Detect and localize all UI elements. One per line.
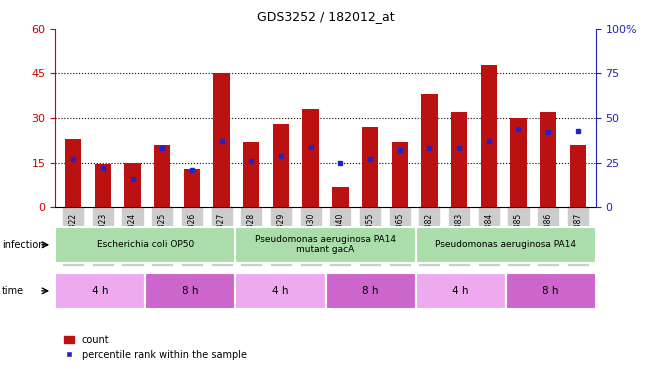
- Bar: [154, 145, 171, 207]
- Text: time: time: [2, 286, 24, 296]
- Bar: [415, 273, 506, 309]
- Bar: [510, 118, 527, 207]
- Bar: [94, 164, 111, 207]
- Bar: [540, 112, 557, 207]
- Bar: [421, 94, 437, 207]
- Bar: [55, 273, 145, 309]
- Text: 4 h: 4 h: [272, 286, 289, 296]
- Bar: [65, 139, 81, 207]
- Text: 8 h: 8 h: [542, 286, 559, 296]
- Text: Pseudomonas aeruginosa PA14
mutant gacA: Pseudomonas aeruginosa PA14 mutant gacA: [255, 235, 396, 255]
- Bar: [415, 227, 596, 263]
- Text: infection: infection: [2, 240, 44, 250]
- Bar: [243, 142, 260, 207]
- Bar: [303, 109, 319, 207]
- Bar: [55, 227, 236, 263]
- Bar: [236, 227, 415, 263]
- Bar: [236, 273, 326, 309]
- Text: 4 h: 4 h: [92, 286, 109, 296]
- Text: 8 h: 8 h: [362, 286, 379, 296]
- Text: 4 h: 4 h: [452, 286, 469, 296]
- Bar: [391, 142, 408, 207]
- Bar: [145, 273, 236, 309]
- Bar: [506, 273, 596, 309]
- Text: Escherichia coli OP50: Escherichia coli OP50: [97, 240, 194, 249]
- Legend: count, percentile rank within the sample: count, percentile rank within the sample: [60, 331, 251, 364]
- Text: Pseudomonas aeruginosa PA14: Pseudomonas aeruginosa PA14: [435, 240, 576, 249]
- Bar: [326, 273, 415, 309]
- Bar: [124, 163, 141, 207]
- Bar: [184, 169, 200, 207]
- Text: 8 h: 8 h: [182, 286, 199, 296]
- Bar: [451, 112, 467, 207]
- Bar: [332, 187, 348, 207]
- Text: GDS3252 / 182012_at: GDS3252 / 182012_at: [256, 10, 395, 23]
- Bar: [362, 127, 378, 207]
- Bar: [273, 124, 289, 207]
- Bar: [570, 145, 586, 207]
- Bar: [480, 65, 497, 207]
- Bar: [214, 73, 230, 207]
